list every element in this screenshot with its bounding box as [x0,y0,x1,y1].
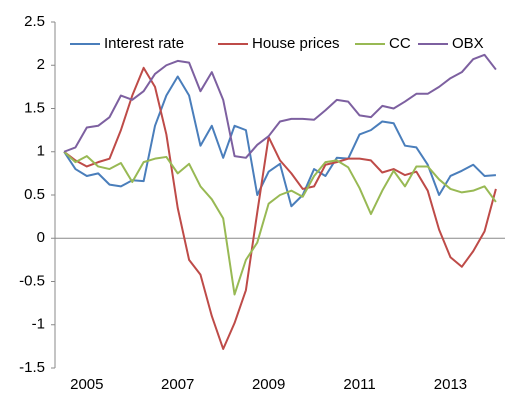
x-tick-label: 2007 [161,376,194,393]
legend-label: Interest rate [104,35,184,52]
y-tick-label: -1 [32,316,45,333]
y-tick-label: -1.5 [19,359,45,376]
y-tick-label: 1 [37,143,45,160]
data-line [63,151,497,296]
y-tick-label: 2 [37,56,45,73]
y-tick-label: 0.5 [24,186,45,203]
y-tick-label: 0 [37,229,45,246]
x-tick-label: 2011 [343,376,375,393]
x-tick-label: 2005 [70,376,103,393]
y-tick-label: -0.5 [19,272,45,289]
y-tick-label: 1.5 [24,99,45,116]
data-line [63,53,497,159]
y-tick-label: 2.5 [24,13,45,30]
data-line [63,66,497,350]
data-line [63,75,496,208]
legend-label: CC [389,35,411,52]
x-tick-label: 2009 [252,376,285,393]
legend-label: OBX [452,35,484,52]
x-tick-label: 2013 [434,376,467,393]
legend-label: House prices [252,35,340,52]
